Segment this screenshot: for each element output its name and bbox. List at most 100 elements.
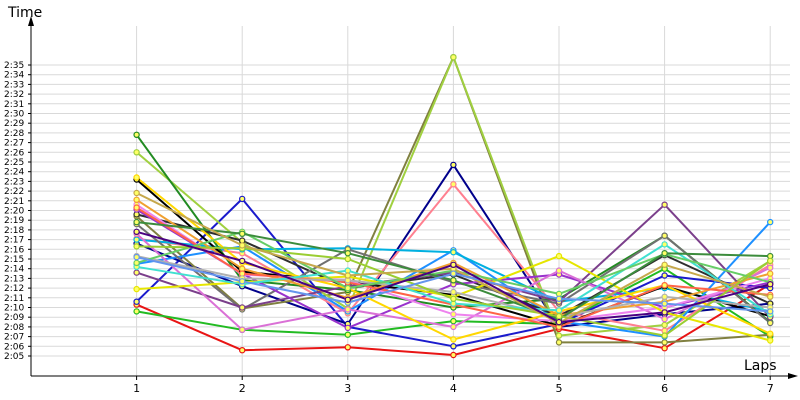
y-tick-label: 2:12 <box>4 284 24 294</box>
x-tick-label: 6 <box>661 382 668 395</box>
data-point <box>767 319 774 327</box>
data-point <box>133 253 140 261</box>
data-point <box>661 272 668 279</box>
y-tick-label: 2:06 <box>4 342 24 352</box>
data-point <box>344 272 351 279</box>
data-point <box>767 218 774 226</box>
y-tick-label: 2:25 <box>4 158 24 168</box>
data-point <box>344 331 351 338</box>
data-point <box>133 308 140 315</box>
data-point <box>450 277 457 284</box>
data-point <box>555 332 563 339</box>
y-tick-label: 2:24 <box>4 168 24 178</box>
y-tick-label: 2:17 <box>4 236 24 246</box>
data-point <box>767 308 774 315</box>
y-tick-label: 2:16 <box>4 245 24 255</box>
y-tick-label: 2:21 <box>4 197 24 207</box>
y-tick-label: 2:15 <box>4 255 24 265</box>
data-point <box>555 307 563 314</box>
data-point <box>238 326 246 333</box>
y-tick-label: 2:13 <box>4 274 24 284</box>
data-point <box>450 351 457 359</box>
y-tick-label: 2:35 <box>4 61 24 71</box>
data-point <box>133 259 140 267</box>
y-tick-label: 2:19 <box>4 216 24 226</box>
data-point <box>238 242 246 249</box>
data-point <box>661 315 668 323</box>
data-point <box>450 261 457 268</box>
y-tick-label: 2:30 <box>4 110 24 120</box>
data-point <box>555 339 563 346</box>
x-tick-label: 2 <box>239 382 246 395</box>
data-point <box>450 343 457 350</box>
data-point <box>133 236 140 243</box>
data-point <box>767 337 774 344</box>
data-point <box>767 257 774 265</box>
x-tick-label: 5 <box>556 382 563 395</box>
data-point <box>133 196 140 203</box>
data-point <box>133 218 140 226</box>
data-point <box>450 295 457 302</box>
y-tick-label: 2:20 <box>4 207 24 217</box>
data-point <box>238 230 246 237</box>
y-tick-label: 2:10 <box>4 304 24 314</box>
data-point <box>555 313 563 320</box>
y-tick-label: 2:31 <box>4 100 24 110</box>
data-point <box>450 161 457 169</box>
data-point <box>450 54 457 61</box>
y-axis-arrow <box>28 16 34 26</box>
data-point <box>238 278 246 285</box>
data-point <box>450 323 457 331</box>
data-point <box>661 332 668 339</box>
data-point <box>450 181 457 188</box>
grid-lines <box>28 26 790 380</box>
y-tick-label: 2:33 <box>4 80 24 90</box>
data-point <box>238 257 246 265</box>
data-point <box>450 317 457 325</box>
data-point <box>555 252 563 260</box>
x-axis-title: Laps <box>744 358 777 374</box>
y-tick-label: 2:05 <box>4 352 24 362</box>
data-point <box>344 296 351 303</box>
data-point <box>238 195 246 203</box>
data-point <box>133 243 140 250</box>
data-point <box>450 336 457 343</box>
data-point <box>133 131 140 138</box>
data-point <box>661 282 668 289</box>
data-point <box>661 321 668 329</box>
axes <box>28 16 798 379</box>
y-tick-label: 2:22 <box>4 187 24 197</box>
data-point <box>238 304 246 311</box>
y-tick-label: 2:23 <box>4 177 24 187</box>
data-point <box>450 248 457 256</box>
data-point <box>661 201 668 208</box>
y-axis-title: Time <box>7 5 42 21</box>
data-point <box>344 284 351 292</box>
y-tick-label: 2:28 <box>4 129 24 139</box>
data-point <box>767 281 774 288</box>
x-tick-label: 7 <box>767 382 774 395</box>
y-tick-label: 2:29 <box>4 119 24 129</box>
y-tick-label: 2:14 <box>4 265 24 275</box>
data-point <box>661 232 668 239</box>
data-point <box>133 285 140 293</box>
data-point <box>661 293 668 300</box>
data-point <box>238 347 246 354</box>
data-point <box>133 189 140 197</box>
y-tick-label: 2:08 <box>4 323 24 333</box>
data-point <box>450 311 457 318</box>
data-point <box>767 330 774 337</box>
data-point <box>344 255 351 263</box>
data-point <box>661 339 668 346</box>
data-point <box>661 241 668 248</box>
data-point <box>767 264 774 271</box>
x-axis-arrow <box>788 373 798 379</box>
data-point <box>133 298 140 305</box>
data-point <box>344 344 351 351</box>
data-point <box>133 174 140 181</box>
data-point <box>661 249 668 257</box>
data-point <box>344 249 351 257</box>
y-tick-label: 2:11 <box>4 294 24 304</box>
y-tick-label: 2:34 <box>4 71 24 81</box>
